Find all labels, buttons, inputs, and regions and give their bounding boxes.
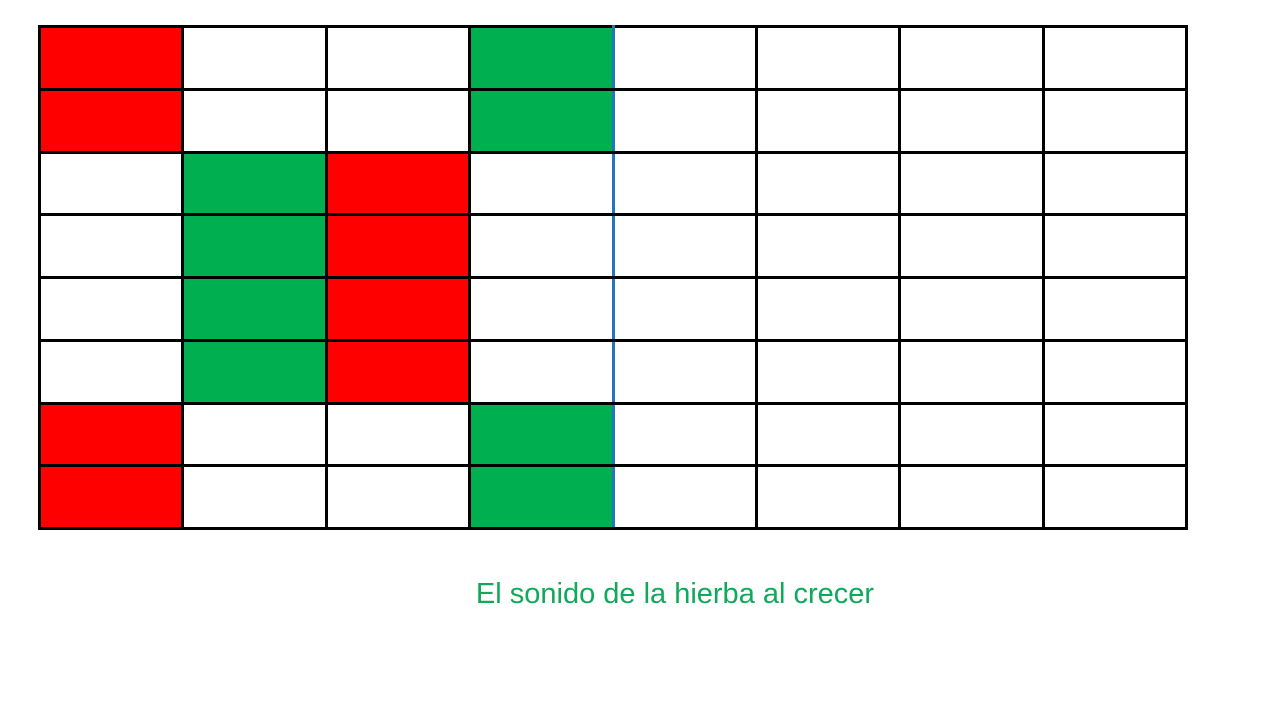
white-cell — [468, 150, 615, 217]
white-cell — [754, 401, 902, 468]
white-cell — [611, 150, 758, 217]
white-cell — [754, 464, 902, 530]
green-cell — [181, 276, 328, 342]
white-cell — [898, 464, 1045, 530]
white-cell — [898, 276, 1045, 342]
white-cell — [1041, 276, 1189, 342]
white-cell — [468, 276, 615, 342]
red-cell — [324, 213, 472, 279]
white-cell — [37, 150, 185, 217]
white-cell — [611, 25, 758, 91]
green-cell — [181, 338, 328, 405]
white-cell — [898, 401, 1045, 468]
white-cell — [37, 213, 185, 279]
white-cell — [611, 464, 758, 530]
white-cell — [181, 464, 328, 530]
grid-row — [37, 464, 1189, 530]
white-cell — [324, 25, 472, 91]
white-cell — [324, 87, 472, 154]
white-cell — [754, 276, 902, 342]
grid-row — [37, 338, 1189, 405]
white-cell — [1041, 150, 1189, 217]
white-cell — [754, 150, 902, 217]
caption-text: El sonido de la hierba al crecer — [475, 578, 875, 610]
white-cell — [611, 338, 758, 405]
white-cell — [1041, 464, 1189, 530]
white-cell — [898, 150, 1045, 217]
white-cell — [468, 338, 615, 405]
white-cell — [324, 401, 472, 468]
grid-row — [37, 25, 1189, 91]
white-cell — [754, 338, 902, 405]
white-cell — [898, 25, 1045, 91]
white-cell — [1041, 87, 1189, 154]
pixel-grid-body — [37, 25, 1189, 530]
white-cell — [181, 87, 328, 154]
grid-row — [37, 401, 1189, 468]
green-cell — [468, 401, 615, 468]
grid-row — [37, 150, 1189, 217]
red-cell — [37, 401, 185, 468]
white-cell — [181, 401, 328, 468]
green-cell — [468, 464, 615, 530]
green-cell — [468, 87, 615, 154]
white-cell — [1041, 338, 1189, 405]
red-cell — [37, 464, 185, 530]
white-cell — [37, 276, 185, 342]
white-cell — [898, 338, 1045, 405]
white-cell — [1041, 213, 1189, 279]
white-cell — [1041, 25, 1189, 91]
red-cell — [324, 150, 472, 217]
grid-row — [37, 276, 1189, 342]
red-cell — [37, 87, 185, 154]
red-cell — [37, 25, 185, 91]
green-cell — [468, 25, 615, 91]
green-cell — [181, 150, 328, 217]
grid-row — [37, 87, 1189, 154]
red-cell — [324, 338, 472, 405]
white-cell — [754, 25, 902, 91]
white-cell — [181, 25, 328, 91]
white-cell — [324, 464, 472, 530]
grid-row — [37, 213, 1189, 279]
white-cell — [37, 338, 185, 405]
pixel-grid — [37, 25, 1189, 530]
white-cell — [611, 401, 758, 468]
green-cell — [181, 213, 328, 279]
white-cell — [754, 213, 902, 279]
white-cell — [611, 213, 758, 279]
white-cell — [611, 276, 758, 342]
white-cell — [468, 213, 615, 279]
white-cell — [611, 87, 758, 154]
red-cell — [324, 276, 472, 342]
white-cell — [898, 213, 1045, 279]
white-cell — [754, 87, 902, 154]
white-cell — [898, 87, 1045, 154]
white-cell — [1041, 401, 1189, 468]
